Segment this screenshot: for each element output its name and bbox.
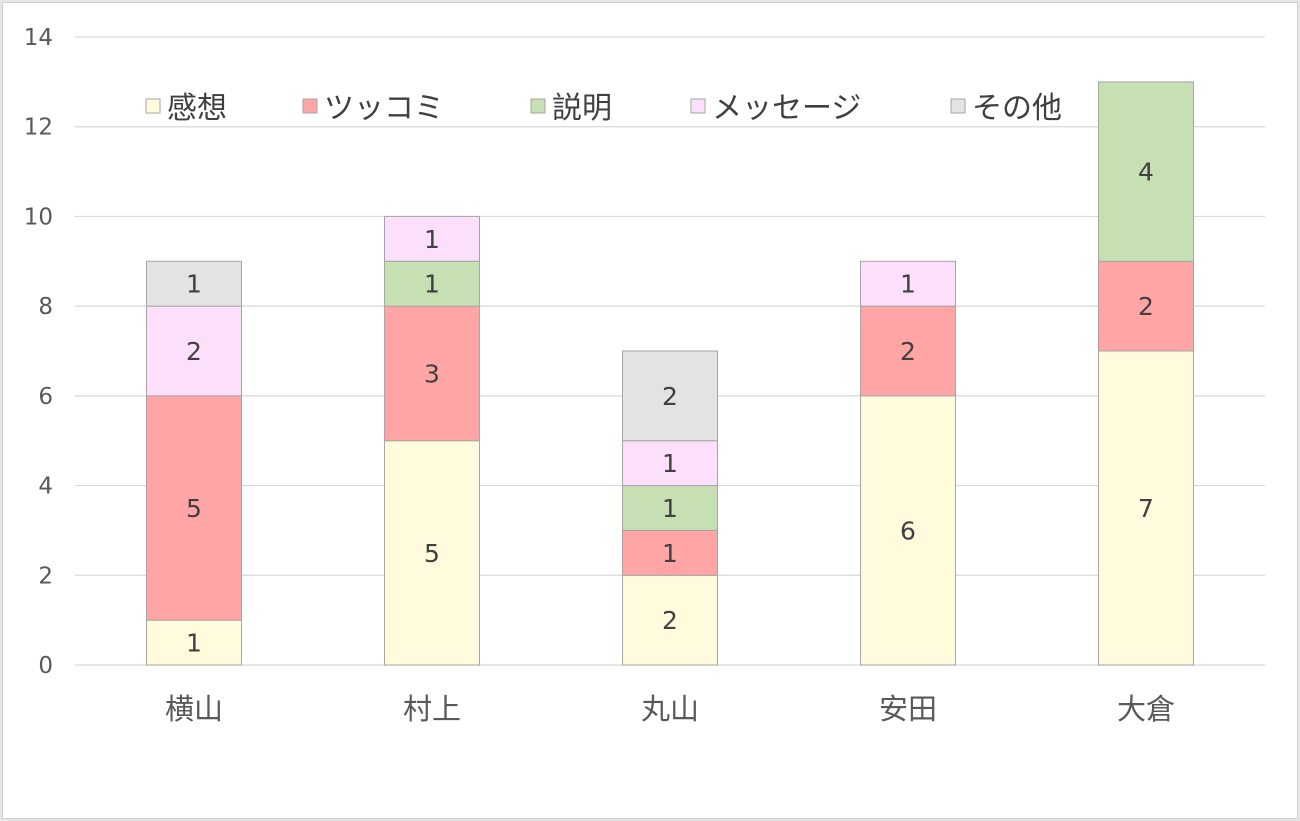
data-label: 7 bbox=[1138, 494, 1154, 523]
data-label: 5 bbox=[424, 539, 440, 568]
data-label: 1 bbox=[662, 449, 678, 478]
x-category-label: 丸山 bbox=[641, 692, 699, 726]
bar-segment bbox=[384, 440, 480, 666]
bar-segment bbox=[1098, 81, 1194, 262]
data-label: 2 bbox=[900, 337, 916, 366]
legend-swatch bbox=[530, 98, 546, 114]
data-label: 4 bbox=[1138, 158, 1154, 187]
bar-segment bbox=[622, 485, 718, 531]
data-label: 1 bbox=[662, 494, 678, 523]
x-category-label: 村上 bbox=[403, 692, 461, 726]
data-label: 1 bbox=[186, 629, 202, 658]
legend-item: 感想 bbox=[145, 91, 227, 126]
data-label: 2 bbox=[186, 337, 202, 366]
bar-segment bbox=[384, 215, 480, 262]
legend-swatch bbox=[145, 98, 161, 114]
bar-segment bbox=[146, 619, 242, 666]
data-label: 1 bbox=[186, 270, 202, 299]
x-category-label: 横山 bbox=[165, 692, 223, 726]
data-label: 1 bbox=[900, 270, 916, 299]
y-tick-label: 14 bbox=[24, 25, 53, 51]
x-category-label: 大倉 bbox=[1117, 692, 1175, 726]
legend-label: その他 bbox=[972, 91, 1062, 126]
data-label: 2 bbox=[1138, 292, 1154, 321]
data-label: 2 bbox=[662, 606, 678, 635]
legend-label: 感想 bbox=[167, 91, 227, 126]
legend-swatch bbox=[302, 98, 318, 114]
bar-segment bbox=[860, 260, 956, 307]
data-label: 6 bbox=[900, 516, 916, 545]
data-label: 2 bbox=[662, 382, 678, 411]
data-label: 1 bbox=[424, 225, 440, 254]
y-tick-label: 2 bbox=[38, 563, 53, 589]
legend-item: メッセージ bbox=[690, 91, 861, 126]
bar-segment bbox=[860, 395, 956, 666]
y-tick-label: 10 bbox=[24, 204, 53, 230]
bar-segment bbox=[1098, 260, 1194, 352]
bar-segment bbox=[622, 350, 718, 442]
bar-segment bbox=[146, 260, 242, 307]
y-tick-label: 4 bbox=[38, 474, 53, 500]
legend-label: ツッコミ bbox=[324, 91, 444, 126]
y-tick-label: 8 bbox=[38, 294, 53, 320]
data-label: 5 bbox=[186, 494, 202, 523]
data-label: 1 bbox=[424, 270, 440, 299]
bar-segment bbox=[146, 395, 242, 621]
legend-item: ツッコミ bbox=[302, 91, 444, 126]
data-label: 3 bbox=[424, 359, 440, 388]
y-tick-label: 12 bbox=[24, 115, 53, 141]
y-tick-label: 6 bbox=[38, 384, 53, 410]
legend-swatch bbox=[950, 98, 966, 114]
bar-segment bbox=[860, 305, 956, 397]
legend-item: その他 bbox=[950, 91, 1062, 126]
bar-segment bbox=[622, 440, 718, 487]
x-category-label: 安田 bbox=[879, 692, 937, 726]
bar-segment bbox=[622, 574, 718, 666]
legend-label: 説明 bbox=[552, 91, 612, 126]
y-tick-label: 0 bbox=[38, 653, 53, 679]
legend-swatch bbox=[690, 98, 706, 114]
bar-segment bbox=[1098, 350, 1194, 666]
bar-segment bbox=[146, 305, 242, 397]
legend-label: メッセージ bbox=[712, 91, 861, 126]
legend-item: 説明 bbox=[530, 91, 612, 126]
data-label: 1 bbox=[662, 539, 678, 568]
bar-segment bbox=[622, 529, 718, 576]
bar-segment bbox=[384, 305, 480, 442]
